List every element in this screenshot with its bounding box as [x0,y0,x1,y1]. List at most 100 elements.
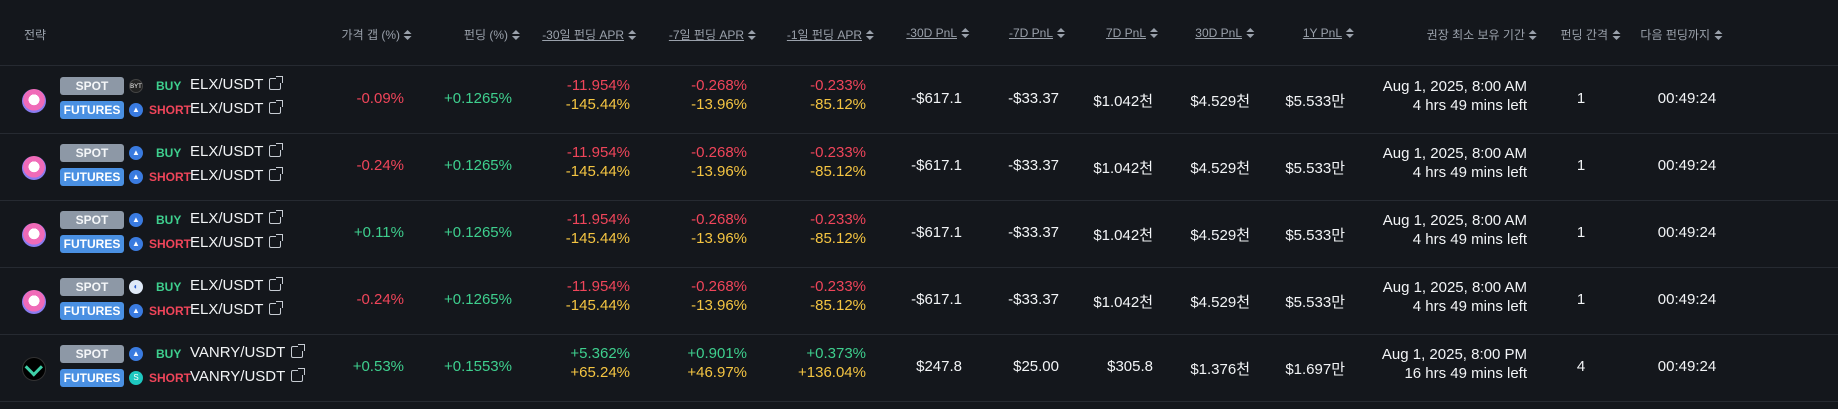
sort-icon [404,30,412,40]
header-pnl-minus-30d[interactable]: -30D PnL [906,26,969,40]
pnl-7d-value: $305.8 [1107,358,1153,375]
futures-badge: FUTURES [60,101,124,119]
apr-30d-annual-value: -145.44% [565,96,630,113]
futures-exchange-icon: ▲ [129,304,143,318]
apr-1d-annual-value: -85.12% [810,96,866,113]
next-funding-countdown: 00:49:24 [1657,224,1717,241]
short-label: SHORT [149,237,191,251]
futures-pair-link[interactable]: VANRY/USDT [190,368,306,385]
table-row[interactable]: SPOT FUTURES ▲ S BUY SHORT VANRY/USDT VA… [0,335,1838,402]
table-row[interactable]: SPOT FUTURES BYT ▲ BUY SHORT ELX/USDT EL… [0,67,1838,134]
external-link-icon[interactable] [291,344,306,358]
pnl-7d-value: $1.042천 [1093,160,1153,177]
pnl-1y-value: $5.533만 [1285,93,1345,110]
futures-badge: FUTURES [60,369,124,387]
apr-7d-annual-value: -13.96% [691,96,747,113]
price-gap-value: +0.53% [352,358,404,375]
spot-badge: SPOT [60,278,124,296]
apr-7d-value: -0.268% [691,278,747,295]
header-apr-30d[interactable]: -30일 펀딩 APR [542,26,636,43]
header-apr-7d[interactable]: -7일 펀딩 APR [669,26,756,43]
external-link-icon[interactable] [269,167,284,181]
apr-7d-annual-value: -13.96% [691,230,747,247]
apr-30d-value: -11.954% [566,77,630,94]
funding-value: +0.1265% [444,291,512,308]
apr-1d-annual-value: -85.12% [810,163,866,180]
header-min-hold[interactable]: 권장 최소 보유 기간 [1427,26,1537,43]
spot-pair-link[interactable]: ELX/USDT [190,76,284,93]
next-funding-countdown: 00:49:24 [1657,157,1717,174]
header-pnl-7d[interactable]: 7D PnL [1106,26,1158,40]
apr-7d-value: +0.901% [687,345,747,362]
header-apr-1d[interactable]: -1일 펀딩 APR [787,26,874,43]
spot-badge: SPOT [60,144,124,162]
hold-date: Aug 1, 2025, 8:00 PM [1381,346,1527,363]
coin-logo-icon [22,290,46,314]
hold-date: Aug 1, 2025, 8:00 AM [1382,279,1527,296]
apr-30d-annual-value: -145.44% [565,297,630,314]
apr-7d-annual-value: +46.97% [687,364,747,381]
header-price-gap[interactable]: 가격 갭 (%) [342,26,412,43]
pnl-minus-7d-value: -$33.37 [1008,291,1059,308]
external-link-icon[interactable] [269,210,284,224]
futures-pair-link[interactable]: ELX/USDT [190,100,284,117]
external-link-icon[interactable] [269,277,284,291]
futures-pair-link[interactable]: ELX/USDT [190,301,284,318]
hold-date: Aug 1, 2025, 8:00 AM [1382,212,1527,229]
header-funding[interactable]: 펀딩 (%) [464,26,520,43]
spot-pair-link[interactable]: ELX/USDT [190,143,284,160]
external-link-icon[interactable] [269,100,284,114]
header-strategy: 전략 [24,28,47,42]
spot-exchange-icon: ◐ [129,280,143,294]
apr-1d-value: -0.233% [810,77,866,94]
futures-pair-link[interactable]: ELX/USDT [190,234,284,251]
sort-icon [1057,28,1065,38]
futures-exchange-icon: S [129,371,143,385]
table-row[interactable]: SPOT FUTURES ▲ ▲ BUY SHORT ELX/USDT ELX/… [0,134,1838,201]
table-row[interactable]: SPOT FUTURES ◐ ▲ BUY SHORT ELX/USDT ELX/… [0,268,1838,335]
header-interval[interactable]: 펀딩 간격 [1561,26,1620,43]
buy-label: BUY [156,280,182,294]
external-link-icon[interactable] [269,301,284,315]
header-next-funding[interactable]: 다음 펀딩까지 [1640,26,1722,43]
funding-interval-value: 1 [1576,291,1586,308]
sort-icon [1529,30,1537,40]
sort-icon [748,30,756,40]
external-link-icon[interactable] [269,76,284,90]
pnl-minus-7d-value: -$33.37 [1008,90,1059,107]
pnl-minus-30d-value: $247.8 [916,358,962,375]
external-link-icon[interactable] [269,234,284,248]
sort-icon [1150,28,1158,38]
futures-pair-link[interactable]: ELX/USDT [190,167,284,184]
funding-interval-value: 1 [1576,224,1586,241]
spot-pair-link[interactable]: VANRY/USDT [190,344,306,361]
header-pnl-30d[interactable]: 30D PnL [1195,26,1254,40]
pnl-minus-7d-value: -$33.37 [1008,157,1059,174]
spot-badge: SPOT [60,345,124,363]
funding-value: +0.1553% [444,358,512,375]
spot-pair-link[interactable]: ELX/USDT [190,277,284,294]
pnl-minus-7d-value: -$33.37 [1008,224,1059,241]
header-pnl-1y[interactable]: 1Y PnL [1303,26,1354,40]
price-gap-value: -0.24% [356,291,404,308]
external-link-icon[interactable] [291,368,306,382]
apr-1d-value: +0.373% [806,345,866,362]
spot-pair-link[interactable]: ELX/USDT [190,210,284,227]
coin-logo-icon [22,89,46,113]
header-pnl-minus-7d[interactable]: -7D PnL [1009,26,1065,40]
external-link-icon[interactable] [269,143,284,157]
short-label: SHORT [149,304,191,318]
hold-time-left: 16 hrs 49 mins left [1404,365,1527,382]
pnl-7d-value: $1.042천 [1093,294,1153,311]
apr-30d-annual-value: -145.44% [565,163,630,180]
apr-7d-annual-value: -13.96% [691,163,747,180]
table-header: 전략 가격 갭 (%) 펀딩 (%) -30일 펀딩 APR -7일 펀딩 AP… [0,0,1838,66]
sort-icon [1246,28,1254,38]
futures-badge: FUTURES [60,168,124,186]
table-row[interactable]: SPOT FUTURES ▲ ▲ BUY SHORT ELX/USDT ELX/… [0,201,1838,268]
short-label: SHORT [149,170,191,184]
buy-label: BUY [156,146,182,160]
hold-time-left: 4 hrs 49 mins left [1412,97,1527,114]
hold-time-left: 4 hrs 49 mins left [1412,298,1527,315]
spot-exchange-icon: ▲ [129,146,143,160]
